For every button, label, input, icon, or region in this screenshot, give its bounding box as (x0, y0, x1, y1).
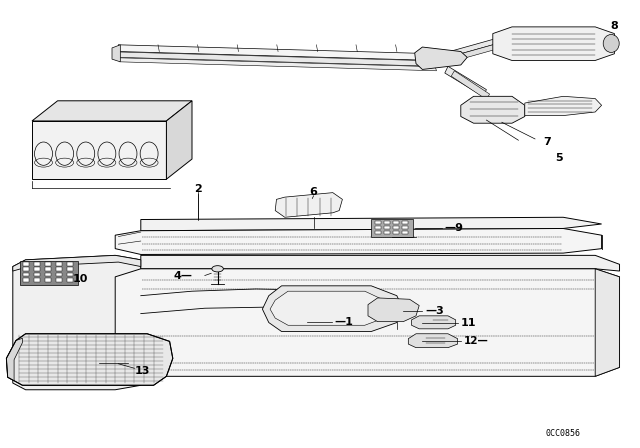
FancyBboxPatch shape (56, 267, 62, 271)
FancyBboxPatch shape (375, 221, 381, 224)
Polygon shape (141, 217, 602, 231)
Polygon shape (412, 316, 456, 329)
FancyBboxPatch shape (402, 221, 408, 224)
FancyBboxPatch shape (56, 273, 62, 276)
FancyBboxPatch shape (23, 267, 29, 271)
FancyBboxPatch shape (402, 231, 408, 234)
FancyBboxPatch shape (402, 226, 408, 229)
Polygon shape (6, 334, 173, 385)
Polygon shape (6, 338, 22, 381)
Polygon shape (115, 228, 602, 254)
Text: 8: 8 (611, 21, 618, 31)
Text: 10: 10 (72, 274, 88, 284)
FancyBboxPatch shape (384, 231, 390, 234)
Polygon shape (493, 27, 614, 60)
Text: —3: —3 (426, 306, 444, 316)
FancyBboxPatch shape (23, 262, 29, 266)
Text: 7: 7 (543, 138, 551, 147)
FancyBboxPatch shape (375, 231, 381, 234)
Polygon shape (118, 52, 436, 66)
FancyBboxPatch shape (67, 267, 73, 271)
Polygon shape (451, 71, 490, 99)
FancyBboxPatch shape (34, 262, 40, 266)
Polygon shape (408, 334, 458, 348)
FancyBboxPatch shape (384, 226, 390, 229)
FancyBboxPatch shape (56, 262, 62, 266)
Text: —1: —1 (334, 317, 353, 327)
FancyBboxPatch shape (23, 278, 29, 282)
Polygon shape (166, 101, 192, 179)
FancyBboxPatch shape (56, 278, 62, 282)
Polygon shape (270, 291, 389, 325)
Polygon shape (368, 298, 419, 322)
FancyBboxPatch shape (393, 226, 399, 229)
Text: 13: 13 (134, 366, 150, 376)
Polygon shape (118, 45, 436, 60)
Text: 11: 11 (461, 318, 476, 327)
Text: 6: 6 (310, 187, 317, 197)
FancyBboxPatch shape (375, 226, 381, 229)
FancyBboxPatch shape (67, 273, 73, 276)
Ellipse shape (603, 34, 619, 52)
FancyBboxPatch shape (67, 278, 73, 282)
Polygon shape (461, 96, 525, 123)
FancyBboxPatch shape (371, 219, 413, 237)
Polygon shape (595, 269, 620, 376)
Ellipse shape (212, 266, 223, 272)
Polygon shape (445, 66, 486, 96)
FancyBboxPatch shape (393, 231, 399, 234)
Polygon shape (445, 41, 509, 63)
Polygon shape (275, 193, 342, 217)
Polygon shape (32, 121, 166, 179)
Polygon shape (13, 255, 141, 390)
Polygon shape (115, 269, 620, 376)
Text: 4—: 4— (173, 271, 192, 280)
FancyBboxPatch shape (393, 221, 399, 224)
Text: 0CC0856: 0CC0856 (546, 429, 580, 438)
Polygon shape (32, 101, 192, 121)
Polygon shape (141, 255, 620, 271)
FancyBboxPatch shape (20, 261, 78, 285)
FancyBboxPatch shape (45, 267, 51, 271)
FancyBboxPatch shape (34, 267, 40, 271)
Polygon shape (112, 45, 120, 62)
FancyBboxPatch shape (23, 273, 29, 276)
Polygon shape (525, 96, 602, 116)
FancyBboxPatch shape (34, 278, 40, 282)
FancyBboxPatch shape (45, 278, 51, 282)
Text: 5: 5 (555, 153, 563, 163)
FancyBboxPatch shape (384, 221, 390, 224)
Text: —9: —9 (445, 224, 464, 233)
FancyBboxPatch shape (45, 262, 51, 266)
Polygon shape (118, 58, 436, 71)
Text: 2: 2 (195, 184, 202, 194)
FancyBboxPatch shape (67, 262, 73, 266)
Polygon shape (415, 47, 467, 69)
Polygon shape (445, 36, 509, 57)
FancyBboxPatch shape (34, 273, 40, 276)
Polygon shape (13, 255, 141, 271)
Polygon shape (262, 286, 403, 332)
Text: 12—: 12— (464, 336, 489, 346)
FancyBboxPatch shape (45, 273, 51, 276)
